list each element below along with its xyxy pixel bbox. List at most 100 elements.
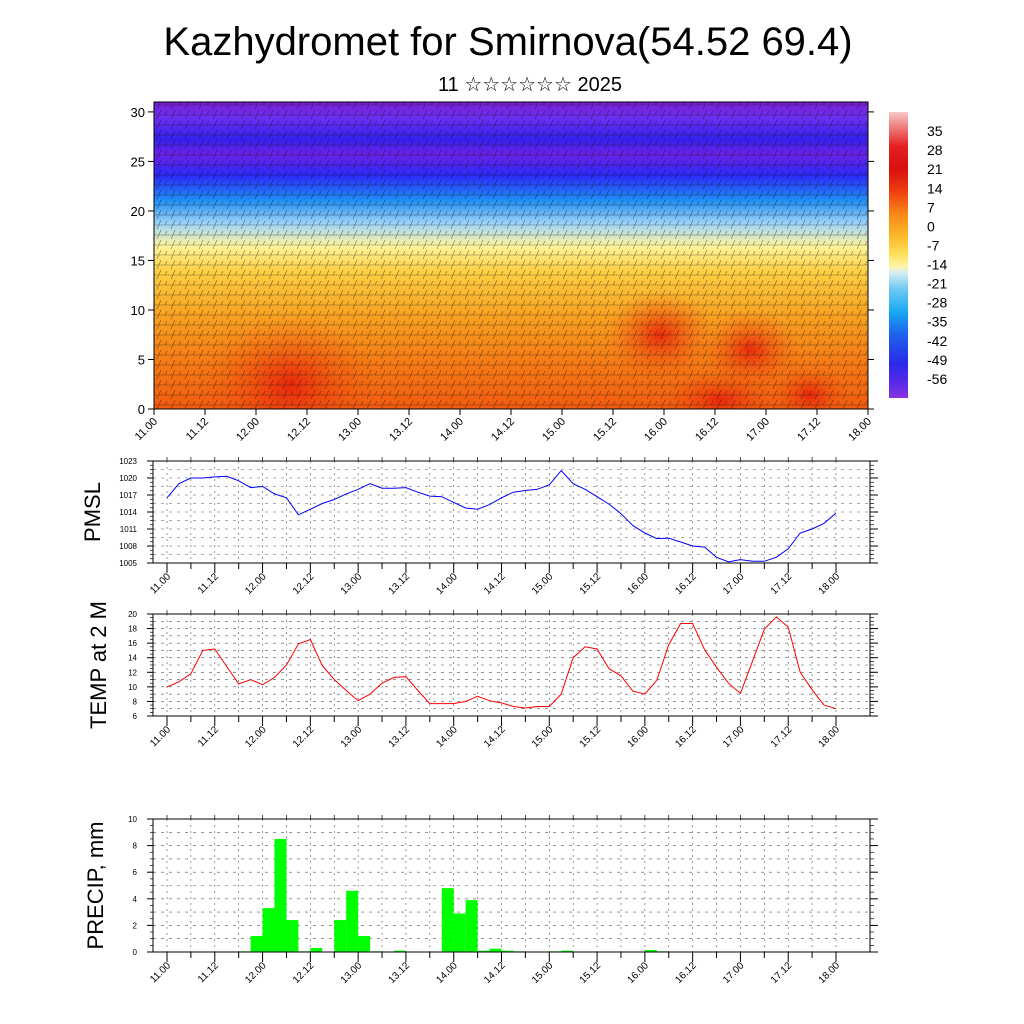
- x-tick-label: 17.00: [721, 960, 747, 986]
- y-tick-label: 1020: [119, 474, 137, 483]
- colorbar-label: 7: [927, 199, 935, 215]
- y-tick-label: 14: [128, 654, 137, 663]
- precip-bar: [465, 900, 478, 952]
- x-tick-label: 14.00: [438, 416, 466, 444]
- colorbar-label: 14: [927, 180, 943, 196]
- precip-bar: [250, 936, 263, 952]
- x-tick-label: 14.00: [434, 571, 460, 597]
- x-tick-label: 18.00: [846, 416, 874, 444]
- x-tick-label: 13.00: [339, 960, 365, 986]
- x-tick-label: 11.00: [148, 571, 173, 596]
- y-tick-label: 6: [133, 712, 138, 721]
- chart-title: Kazhydromet for Smirnova(54.52 69.4): [163, 20, 852, 64]
- pmsl-grid: [153, 460, 870, 564]
- x-tick-label: 13.00: [336, 416, 364, 444]
- x-tick-label: 15.12: [578, 960, 604, 986]
- colorbar-label: -7: [927, 237, 940, 253]
- temp-grid: [153, 613, 870, 717]
- y-tick-label: 0: [138, 402, 145, 417]
- precip-bar: [346, 890, 359, 952]
- precip-ylabel: PRECIP, mm: [83, 822, 108, 950]
- x-tick-label: 15.12: [578, 571, 604, 597]
- x-tick-label: 16.12: [693, 416, 721, 444]
- precip-bar: [441, 888, 454, 952]
- x-tick-label: 14.00: [434, 724, 460, 750]
- precip-bar: [310, 948, 323, 952]
- x-tick-label: 13.12: [387, 416, 415, 444]
- y-tick-label: 1023: [119, 457, 137, 466]
- y-tick-label: 1014: [119, 508, 137, 517]
- pmsl-panel: 1005 1008 1011 1014 1017 1020 1023 11.00 11.12 12…: [80, 457, 878, 597]
- x-tick-label: 13.12: [387, 724, 413, 750]
- x-tick-label: 12.00: [243, 724, 269, 750]
- y-tick-label: 5: [138, 352, 145, 367]
- x-tick-label: 15.00: [530, 724, 556, 750]
- cross-section-x-axis: 11.00 11.12 12.00 12.12 13.00 13.12 14.00 14.12…: [133, 409, 874, 444]
- x-tick-label: 16.00: [642, 416, 670, 444]
- x-tick-label: 12.00: [243, 960, 269, 986]
- x-tick-label: 17.00: [744, 416, 772, 444]
- y-tick-label: 1008: [119, 542, 137, 551]
- colorbar-label: -49: [927, 352, 947, 368]
- x-tick-label: 17.12: [769, 960, 795, 986]
- x-tick-label: 15.12: [578, 724, 604, 750]
- pmsl-ylabel: PMSL: [80, 482, 105, 542]
- y-tick-label: 0: [133, 948, 138, 957]
- x-tick-label: 17.12: [769, 724, 795, 750]
- cross-section-y-axis: 0 5 10 15 20 25 30: [131, 105, 874, 417]
- colorbar-label: -14: [927, 257, 947, 273]
- y-tick-label: 12: [128, 668, 137, 677]
- x-tick-label: 18.00: [817, 571, 843, 597]
- x-tick-label: 11.12: [184, 416, 211, 443]
- x-tick-label: 12.12: [291, 571, 317, 597]
- colorbar-scale: [889, 112, 908, 398]
- precip-bar: [274, 838, 287, 952]
- x-tick-label: 14.12: [482, 724, 508, 750]
- y-tick-label: 20: [131, 204, 145, 219]
- temp-ylabel: TEMP at 2 M: [86, 601, 111, 729]
- wind-barbs: [154, 102, 868, 409]
- y-tick-label: 8: [133, 697, 138, 706]
- precip-bar: [453, 913, 466, 952]
- x-tick-label: 13.12: [387, 960, 413, 986]
- y-tick-label: 10: [128, 683, 137, 692]
- y-tick-label: 15: [131, 253, 145, 268]
- x-tick-label: 15.00: [540, 416, 568, 444]
- x-tick-label: 14.00: [434, 960, 460, 986]
- precip-bar: [644, 950, 657, 952]
- temp-panel: 6 8 10 12 14 16 18 20 11.00 11.12 12.00 12.12 13.00 1…: [86, 601, 878, 750]
- y-tick-label: 10: [128, 815, 137, 824]
- x-tick-label: 11.00: [133, 416, 160, 443]
- cross-section-panel: 0 5 10 15 20 25 30 11.00 11.12 12.00 12.12 13.00 13…: [131, 101, 874, 444]
- y-tick-label: 30: [131, 105, 145, 120]
- x-tick-label: 15.12: [591, 416, 619, 444]
- x-tick-label: 12.12: [291, 724, 317, 750]
- x-tick-label: 14.12: [482, 960, 508, 986]
- precip-grid: [153, 818, 870, 953]
- colorbar: 35 28 21 14 7 0 -7 -14 -21 -28 -35 -42 -49 -56: [889, 112, 947, 398]
- x-tick-label: 18.00: [817, 960, 843, 986]
- x-tick-label: 15.00: [530, 571, 556, 597]
- y-tick-label: 2: [133, 921, 138, 930]
- x-tick-label: 13.00: [339, 724, 365, 750]
- precip-bar: [286, 920, 299, 952]
- precip-bar: [501, 950, 514, 952]
- x-tick-label: 12.12: [285, 416, 313, 444]
- x-tick-label: 15.00: [530, 960, 556, 986]
- x-tick-label: 16.12: [673, 724, 699, 750]
- y-tick-label: 16: [128, 639, 137, 648]
- x-tick-label: 18.00: [817, 724, 843, 750]
- x-tick-label: 17.12: [769, 571, 795, 597]
- x-tick-label: 12.12: [291, 960, 317, 986]
- x-tick-label: 16.12: [673, 960, 699, 986]
- x-tick-label: 17.12: [795, 416, 823, 444]
- y-tick-label: 1017: [119, 491, 137, 500]
- x-tick-label: 17.00: [721, 571, 747, 597]
- y-tick-label: 20: [128, 610, 137, 619]
- x-tick-label: 12.00: [234, 416, 262, 444]
- x-tick-label: 16.00: [626, 724, 652, 750]
- precip-bar: [393, 950, 406, 952]
- y-tick-label: 18: [128, 625, 137, 634]
- colorbar-label: -42: [927, 333, 947, 349]
- precip-bar: [561, 950, 574, 952]
